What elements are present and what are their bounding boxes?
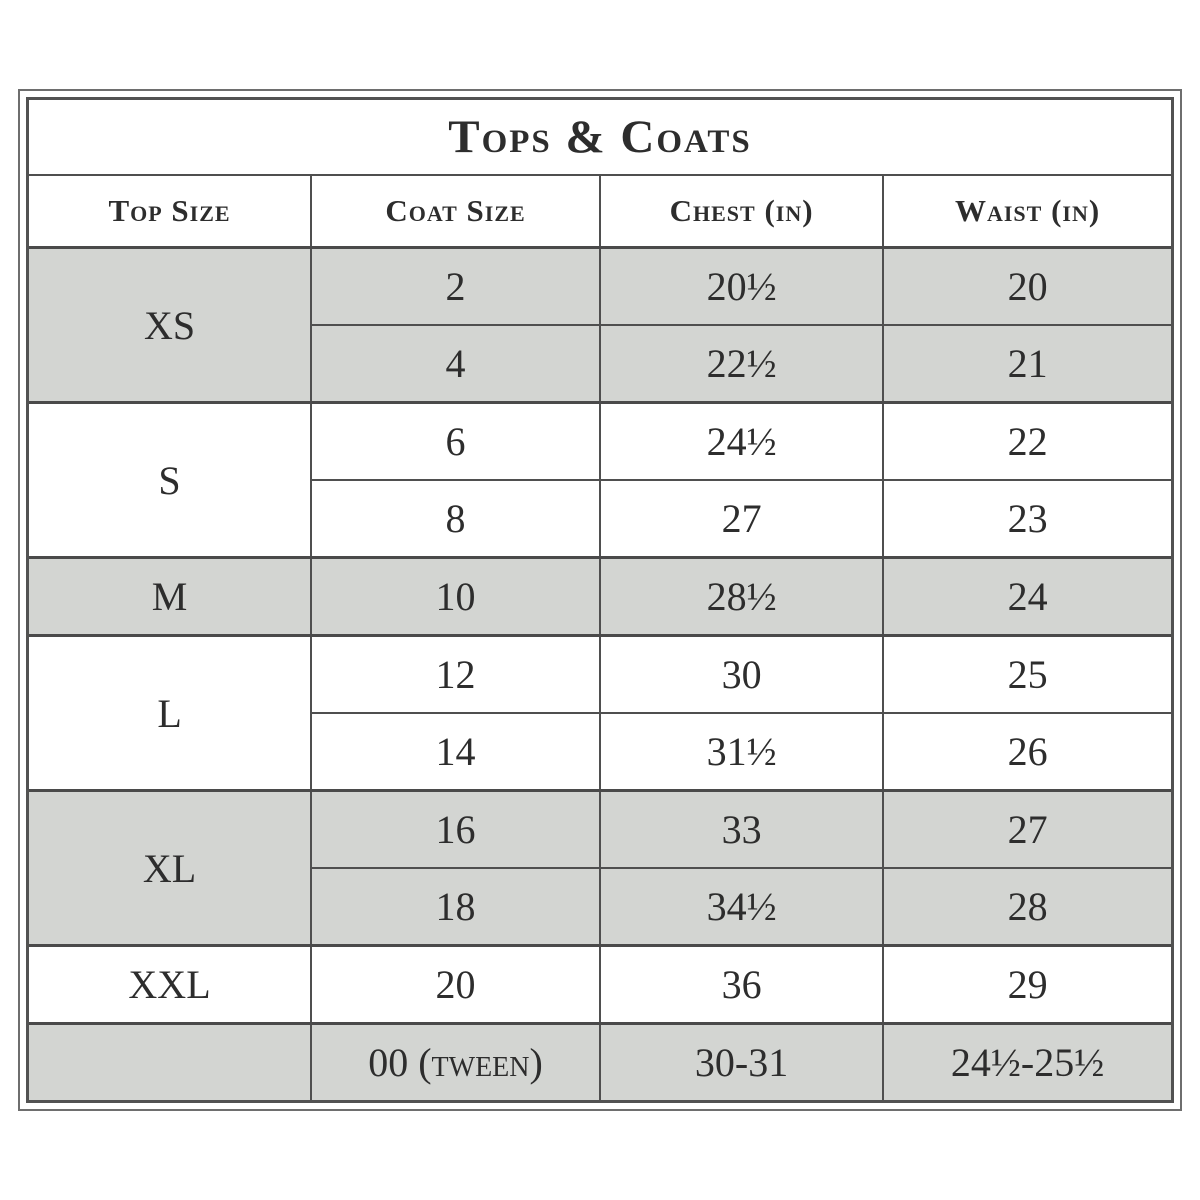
coat-size-cell: 10 — [310, 556, 601, 637]
waist-cell: 22 — [882, 401, 1172, 481]
table-row: 18 34½ 28 — [29, 867, 1172, 947]
waist-cell: 28 — [882, 867, 1172, 947]
column-header-top-size: Top Size — [27, 174, 313, 249]
chest-cell: 20½ — [598, 246, 885, 326]
chest-cell: 27 — [598, 479, 885, 559]
column-header-waist: Waist (in) — [882, 174, 1172, 249]
waist-cell: 26 — [882, 712, 1172, 792]
chest-cell: 33 — [598, 789, 885, 869]
waist-cell: 24 — [882, 556, 1172, 637]
waist-cell: 27 — [882, 789, 1172, 869]
coat-size-cell: 12 — [310, 634, 601, 714]
top-size-cell: XL — [27, 789, 313, 947]
size-chart-frame: Tops & Coats Top Size Coat Size Chest (i… — [18, 89, 1182, 1111]
coat-size-cell: 16 — [310, 789, 601, 869]
chest-cell: 31½ — [598, 712, 885, 792]
table-row: 00 (tween) 30-31 24½-25½ — [27, 1022, 1172, 1101]
waist-cell: 21 — [882, 324, 1172, 404]
chest-cell: 34½ — [598, 867, 885, 947]
waist-cell: 20 — [882, 246, 1172, 326]
top-size-cell: L — [27, 634, 313, 792]
coat-size-cell: 8 — [310, 479, 601, 559]
waist-cell: 29 — [882, 944, 1172, 1025]
waist-cell: 25 — [882, 634, 1172, 714]
table-row: XXL 20 36 29 — [27, 944, 1172, 1025]
waist-cell: 24½-25½ — [882, 1022, 1172, 1101]
coat-size-cell: 4 — [310, 324, 601, 404]
column-header-chest: Chest (in) — [598, 174, 885, 249]
table-row: M 10 28½ 24 — [27, 556, 1172, 637]
size-chart-inner-frame: Tops & Coats Top Size Coat Size Chest (i… — [26, 97, 1174, 1103]
coat-size-cell: 18 — [310, 867, 601, 947]
chest-cell: 28½ — [598, 556, 885, 637]
table-row: 4 22½ 21 — [29, 324, 1172, 404]
coat-size-cell: 6 — [310, 401, 601, 481]
coat-size-cell: 20 — [310, 944, 601, 1025]
table-title: Tops & Coats — [29, 99, 1171, 176]
chest-cell: 30-31 — [598, 1022, 885, 1101]
table-row: XS 2 20½ 20 — [27, 246, 1172, 404]
top-size-cell — [27, 1022, 313, 1101]
chest-cell: 22½ — [598, 324, 885, 404]
chest-cell: 36 — [598, 944, 885, 1025]
top-size-cell: M — [27, 556, 313, 637]
table-row: 8 27 23 — [29, 479, 1172, 559]
table-row: 14 31½ 26 — [29, 712, 1172, 792]
top-size-cell: XS — [27, 246, 313, 404]
table-row: XL 16 33 27 — [27, 789, 1172, 947]
column-header-coat-size: Coat Size — [310, 174, 601, 249]
top-size-cell: XXL — [27, 944, 313, 1025]
coat-size-cell: 00 (tween) — [310, 1022, 601, 1101]
size-chart-table: Tops & Coats Top Size Coat Size Chest (i… — [27, 99, 1172, 1101]
table-row: L 12 30 25 — [27, 634, 1172, 792]
chest-cell: 30 — [598, 634, 885, 714]
top-size-cell: S — [27, 401, 313, 559]
chest-cell: 24½ — [598, 401, 885, 481]
table-row: S 6 24½ 22 — [27, 401, 1172, 559]
coat-size-cell: 14 — [310, 712, 601, 792]
coat-size-cell: 2 — [310, 246, 601, 326]
waist-cell: 23 — [882, 479, 1172, 559]
